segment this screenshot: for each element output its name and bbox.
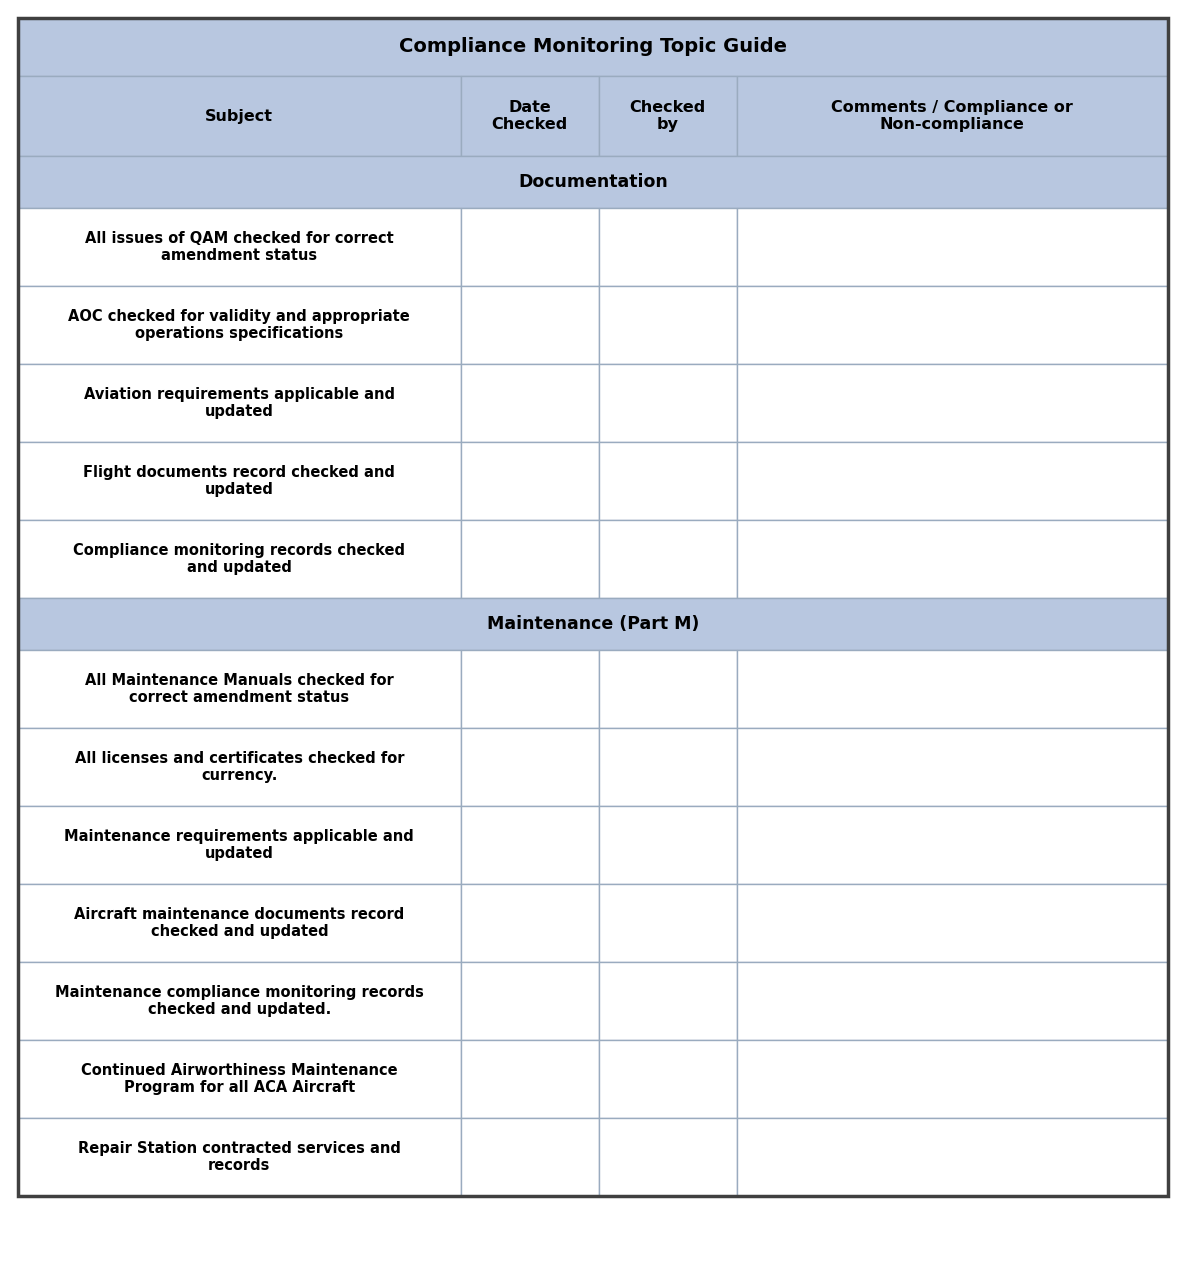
- Text: Aircraft maintenance documents record
checked and updated: Aircraft maintenance documents record ch…: [75, 906, 404, 940]
- Bar: [460, 76, 599, 156]
- Bar: [18, 650, 460, 728]
- Bar: [737, 76, 1168, 156]
- Bar: [460, 885, 599, 962]
- Bar: [18, 520, 460, 597]
- Bar: [599, 76, 737, 156]
- Bar: [460, 286, 599, 364]
- Bar: [599, 806, 737, 885]
- Bar: [460, 650, 599, 728]
- Bar: [18, 76, 460, 156]
- Bar: [18, 156, 1168, 208]
- Bar: [18, 885, 460, 962]
- Bar: [599, 520, 737, 597]
- Bar: [737, 806, 1168, 885]
- Bar: [737, 520, 1168, 597]
- Text: Maintenance requirements applicable and
updated: Maintenance requirements applicable and …: [64, 828, 414, 862]
- Bar: [737, 442, 1168, 520]
- Text: Flight documents record checked and
updated: Flight documents record checked and upda…: [83, 465, 395, 497]
- Bar: [599, 650, 737, 728]
- Text: Date
Checked: Date Checked: [492, 100, 568, 132]
- Bar: [737, 208, 1168, 286]
- Bar: [599, 208, 737, 286]
- Bar: [460, 1118, 599, 1196]
- Text: Maintenance compliance monitoring records
checked and updated.: Maintenance compliance monitoring record…: [55, 985, 423, 1017]
- Bar: [18, 18, 1168, 76]
- Text: All issues of QAM checked for correct
amendment status: All issues of QAM checked for correct am…: [85, 231, 394, 263]
- Bar: [18, 364, 460, 442]
- Bar: [737, 962, 1168, 1040]
- Bar: [599, 442, 737, 520]
- Bar: [18, 442, 460, 520]
- Bar: [460, 1040, 599, 1118]
- Bar: [737, 885, 1168, 962]
- Bar: [460, 364, 599, 442]
- Bar: [18, 286, 460, 364]
- Bar: [460, 442, 599, 520]
- Bar: [737, 364, 1168, 442]
- Text: Documentation: Documentation: [518, 173, 668, 191]
- Bar: [460, 208, 599, 286]
- Bar: [460, 728, 599, 806]
- Text: All Maintenance Manuals checked for
correct amendment status: All Maintenance Manuals checked for corr…: [85, 673, 394, 705]
- Bar: [18, 962, 460, 1040]
- Text: Comments / Compliance or
Non-compliance: Comments / Compliance or Non-compliance: [831, 100, 1073, 132]
- Bar: [737, 286, 1168, 364]
- Bar: [599, 1040, 737, 1118]
- Bar: [737, 728, 1168, 806]
- Text: All licenses and certificates checked for
currency.: All licenses and certificates checked fo…: [75, 751, 404, 783]
- Bar: [460, 962, 599, 1040]
- Bar: [599, 728, 737, 806]
- Bar: [599, 885, 737, 962]
- Bar: [737, 650, 1168, 728]
- Text: AOC checked for validity and appropriate
operations specifications: AOC checked for validity and appropriate…: [69, 309, 410, 341]
- Bar: [599, 364, 737, 442]
- Bar: [460, 806, 599, 885]
- Bar: [18, 1118, 460, 1196]
- Text: Checked
by: Checked by: [630, 100, 706, 132]
- Bar: [737, 1040, 1168, 1118]
- Bar: [737, 1118, 1168, 1196]
- Bar: [18, 1040, 460, 1118]
- Bar: [18, 806, 460, 885]
- Text: Repair Station contracted services and
records: Repair Station contracted services and r…: [78, 1141, 401, 1173]
- Text: Continued Airworthiness Maintenance
Program for all ACA Aircraft: Continued Airworthiness Maintenance Prog…: [81, 1063, 397, 1095]
- Bar: [18, 208, 460, 286]
- Bar: [599, 1118, 737, 1196]
- Bar: [460, 520, 599, 597]
- Bar: [599, 286, 737, 364]
- Text: Aviation requirements applicable and
updated: Aviation requirements applicable and upd…: [84, 387, 395, 419]
- Text: Maintenance (Part M): Maintenance (Part M): [486, 615, 700, 633]
- Bar: [18, 597, 1168, 650]
- Text: Subject: Subject: [205, 109, 274, 123]
- Text: Compliance Monitoring Topic Guide: Compliance Monitoring Topic Guide: [398, 37, 788, 56]
- Bar: [18, 728, 460, 806]
- Bar: [599, 962, 737, 1040]
- Text: Compliance monitoring records checked
and updated: Compliance monitoring records checked an…: [74, 542, 406, 576]
